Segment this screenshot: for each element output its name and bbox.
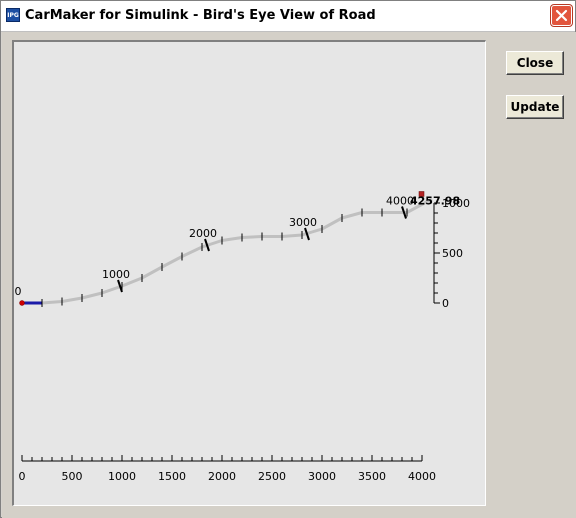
x-tick-label: 1000 — [108, 470, 136, 483]
birds-eye-plot[interactable]: 0 500 1000 1500 2000 2500 3000 3500 4000 0 500 1000… — [12, 40, 486, 506]
road-km-marker — [117, 279, 123, 293]
road-distance-label: 2000 — [189, 227, 217, 240]
road-distance-label: 0 — [15, 285, 22, 298]
close-icon[interactable] — [551, 5, 572, 26]
end-distance-label: 4257.98 — [410, 195, 460, 208]
y-tick-label: 500 — [442, 247, 463, 260]
road-distance-label: 4000 — [386, 195, 414, 208]
x-tick-label: 2500 — [258, 470, 286, 483]
x-tick-label: 4000 — [408, 470, 436, 483]
road-path — [22, 197, 433, 305]
ipg-app-icon[interactable]: IPG — [6, 8, 20, 22]
update-button[interactable]: Update — [506, 95, 564, 119]
window-title: CarMaker for Simulink - Bird's Eye View … — [25, 8, 376, 23]
y-tick-label: 1000 — [442, 197, 470, 210]
road-distance-label: 1000 — [102, 268, 130, 281]
x-tick-label: 3000 — [308, 470, 336, 483]
close-x-glyph — [555, 9, 568, 22]
road-distance-label: 3000 — [289, 216, 317, 229]
start-marker — [19, 300, 25, 306]
x-tick-label: 0 — [19, 470, 26, 483]
x-tick-label: 2000 — [208, 470, 236, 483]
road-km-marker — [204, 238, 210, 252]
close-button[interactable]: Close — [506, 51, 564, 75]
road-km-marker — [304, 227, 310, 241]
x-tick-label: 500 — [62, 470, 83, 483]
title-bar[interactable]: IPG CarMaker for Simulink - Bird's Eye V… — [1, 1, 575, 32]
client-area: 0 500 1000 1500 2000 2500 3000 3500 4000 0 500 1000… — [2, 32, 576, 518]
road-km-marker — [401, 206, 407, 219]
x-tick-label: 3500 — [358, 470, 386, 483]
road-chart: 0 500 1000 1500 2000 2500 3000 3500 4000 0 500 1000… — [15, 191, 470, 483]
y-tick-label: 0 — [442, 297, 449, 310]
end-marker — [418, 191, 425, 197]
x-tick-label: 1500 — [158, 470, 186, 483]
